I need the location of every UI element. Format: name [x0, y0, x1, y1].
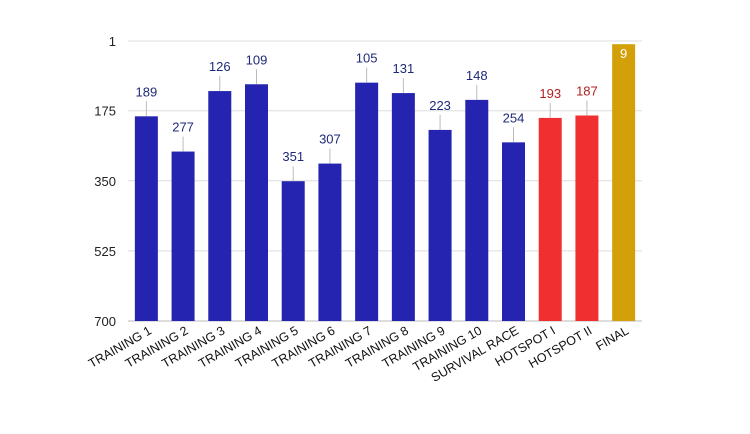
data-label: 351: [282, 149, 304, 164]
data-label: 307: [319, 132, 341, 147]
grid-lines: [128, 40, 642, 322]
bar: [355, 82, 379, 321]
bar: [171, 151, 195, 321]
bar: [391, 93, 415, 321]
data-label: 148: [466, 68, 488, 83]
bars: [134, 44, 636, 321]
y-tick-label: 700: [94, 314, 116, 329]
bar: [208, 91, 232, 321]
y-tick-label: 175: [94, 104, 116, 119]
data-labels: 189 277 126 109 351 307 105 131 223 148 254 193 187 9: [136, 46, 628, 164]
data-label: 277: [172, 120, 194, 135]
data-label: 254: [503, 110, 525, 125]
bar: [612, 44, 636, 321]
bar: [245, 84, 268, 321]
data-label: 223: [429, 98, 451, 113]
bar: [281, 181, 305, 321]
x-tick-label: FINAL: [593, 323, 631, 353]
y-tick-label: 525: [94, 244, 116, 259]
bar: [538, 117, 562, 321]
bar: [575, 115, 599, 321]
bar: [134, 116, 158, 321]
data-label: 105: [356, 51, 378, 66]
bar: [465, 99, 489, 321]
bar: [502, 142, 525, 321]
data-label: 189: [136, 84, 158, 99]
y-tick-label: 350: [94, 174, 116, 189]
data-label: 187: [576, 84, 598, 99]
y-axis-ticks: 1 175 350 525 700: [94, 34, 116, 329]
bar: [428, 129, 452, 321]
label-leaders: [145, 67, 588, 182]
data-label: 126: [209, 59, 231, 74]
y-tick-label: 1: [109, 34, 116, 49]
data-label: 9: [620, 46, 627, 61]
bar: [318, 163, 342, 321]
data-label: 131: [393, 61, 415, 76]
data-label: 193: [539, 86, 561, 101]
data-label: 109: [246, 52, 268, 67]
